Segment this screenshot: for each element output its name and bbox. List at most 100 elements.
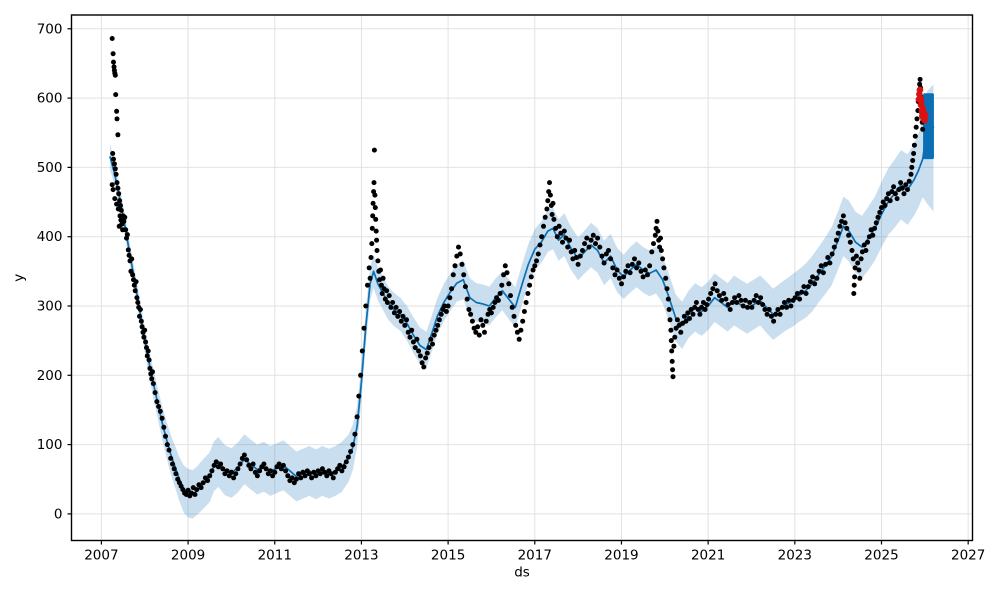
actual-point	[903, 182, 909, 188]
actual-point	[365, 282, 370, 288]
actual-point	[164, 442, 170, 448]
actual-point	[138, 318, 144, 324]
actual-point	[816, 268, 822, 274]
actual-point	[263, 466, 269, 472]
actual-point	[851, 291, 857, 296]
actual-point	[527, 282, 533, 288]
actual-point	[428, 336, 434, 342]
actual-point	[784, 304, 790, 310]
actual-point	[725, 302, 731, 308]
actual-point	[906, 178, 912, 184]
actual-point	[670, 367, 676, 373]
actual-point	[771, 318, 777, 324]
actual-point	[112, 196, 118, 202]
actual-point	[117, 198, 123, 204]
actual-point	[404, 317, 409, 323]
actual-point	[672, 334, 678, 340]
actual-point	[372, 205, 378, 211]
anomaly-point	[922, 112, 929, 119]
actual-point	[373, 216, 379, 222]
actual-point	[115, 185, 121, 191]
actual-point	[330, 475, 336, 481]
actual-point	[368, 255, 374, 260]
y-tick-label: 100	[37, 437, 63, 453]
actual-point	[909, 164, 915, 170]
actual-point	[372, 192, 378, 198]
actual-point	[827, 260, 833, 266]
actual-point	[863, 248, 869, 253]
actual-point	[388, 304, 394, 310]
actual-point	[856, 267, 862, 273]
actual-point	[436, 317, 442, 323]
actual-point	[891, 184, 897, 190]
x-tick-label: 2027	[951, 548, 985, 564]
actual-point	[384, 288, 390, 294]
actual-point	[818, 263, 824, 269]
actual-point	[520, 318, 526, 324]
actual-point	[714, 288, 720, 294]
actual-point	[807, 279, 813, 285]
actual-point	[137, 313, 142, 319]
actual-point	[857, 275, 863, 281]
actual-point	[125, 247, 131, 253]
x-axis-title: ds	[514, 565, 530, 581]
actual-point	[130, 272, 136, 278]
actual-point	[606, 248, 611, 253]
x-tick-label: 2025	[864, 548, 898, 564]
actual-point	[842, 220, 848, 226]
actual-point	[544, 206, 550, 212]
actual-point	[345, 454, 351, 460]
actual-point	[356, 393, 362, 399]
actual-point	[433, 327, 439, 333]
actual-point	[535, 251, 541, 257]
actual-point	[163, 433, 168, 439]
actual-point	[366, 265, 372, 271]
actual-point	[129, 256, 135, 262]
actual-point	[877, 209, 883, 215]
actual-point	[476, 332, 482, 338]
actual-point	[911, 151, 917, 156]
actual-point	[508, 293, 513, 299]
actual-point	[324, 473, 330, 479]
actual-point	[267, 468, 273, 474]
grid	[71, 15, 973, 541]
actual-point	[687, 316, 692, 321]
x-tick-label: 2011	[258, 548, 292, 564]
actual-point	[521, 309, 527, 314]
actual-point	[727, 307, 733, 312]
actual-point	[111, 161, 117, 167]
actual-point	[112, 166, 118, 172]
actual-point	[354, 414, 360, 420]
x-tick-label: 2017	[518, 548, 552, 564]
actual-point	[384, 300, 390, 305]
actual-point	[572, 248, 578, 253]
actual-point	[908, 171, 914, 177]
actual-point	[490, 304, 496, 310]
actual-point	[775, 307, 781, 312]
actual-point	[452, 263, 458, 269]
actual-point	[464, 296, 470, 302]
actual-point	[734, 300, 740, 305]
actual-point	[685, 310, 691, 316]
actual-point	[400, 313, 406, 319]
actual-point	[435, 322, 441, 328]
actual-point	[663, 275, 669, 281]
actual-point	[732, 295, 738, 301]
actual-point	[537, 242, 543, 248]
x-tick-label: 2019	[604, 548, 638, 564]
actual-point	[109, 36, 115, 41]
actual-point	[710, 286, 716, 292]
actual-point	[636, 260, 642, 266]
actual-point	[702, 307, 708, 312]
actual-point	[777, 311, 783, 317]
actual-point	[584, 235, 590, 241]
actual-point	[616, 275, 622, 281]
actual-point	[462, 284, 468, 290]
actual-point	[358, 372, 364, 378]
actual-point	[704, 302, 710, 308]
actual-point	[348, 449, 354, 454]
actual-point	[736, 293, 742, 299]
actual-point	[872, 225, 878, 231]
actual-point	[483, 318, 489, 324]
actual-point	[654, 218, 660, 224]
